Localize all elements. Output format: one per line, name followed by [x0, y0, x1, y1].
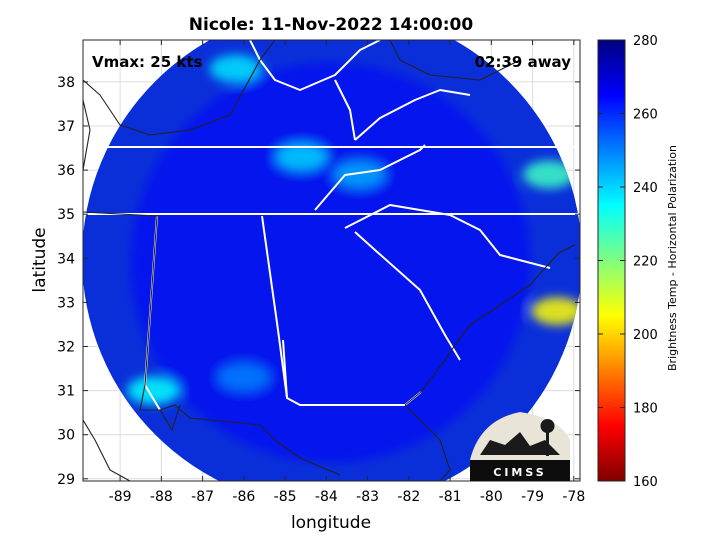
y-axis-ticks: 29 30 31 32 33 34 35 36 37 38 — [57, 75, 580, 488]
x-tick-label: -85 — [274, 489, 297, 505]
x-axis-label: longitude — [291, 513, 371, 533]
y-axis-label: latitude — [30, 227, 50, 292]
logo-text: CIMSS — [493, 466, 546, 479]
x-tick-label: -78 — [562, 489, 585, 505]
colorbar-tick-label: 240 — [633, 181, 658, 196]
tb-feature — [333, 160, 386, 189]
tb-feature — [127, 376, 180, 405]
cimss-logo: CIMSS — [470, 412, 570, 481]
colorbar-tick-label: 160 — [633, 475, 658, 490]
vmax-annotation: Vmax: 25 kts — [92, 53, 202, 71]
x-tick-label: -81 — [439, 489, 462, 505]
y-tick-label: 34 — [57, 251, 75, 267]
y-tick-label: 29 — [57, 472, 75, 488]
tb-feature — [275, 142, 328, 171]
y-tick-label: 33 — [57, 295, 75, 311]
colorbar-tick-label: 280 — [633, 34, 658, 49]
y-tick-label: 32 — [57, 339, 75, 355]
x-tick-label: -82 — [397, 489, 420, 505]
colorbar-tick-label: 180 — [633, 402, 658, 417]
x-axis-ticks: -89 -88 -87 -86 -85 -84 -83 -82 -81 -80 -79 -78 — [109, 40, 585, 505]
coastlines-and-borders — [83, 40, 580, 481]
y-tick-label: 36 — [57, 163, 75, 179]
time-away-annotation: 02:39 away — [475, 53, 572, 71]
y-tick-label: 30 — [57, 428, 75, 444]
colorbar-label: Brightness Temp - Horizontal Polarizatio… — [666, 145, 679, 371]
x-tick-label: -79 — [521, 489, 544, 505]
y-tick-label: 37 — [57, 119, 75, 135]
tb-feature — [217, 363, 270, 392]
tb-feature — [209, 54, 262, 83]
y-tick-label: 35 — [57, 207, 75, 223]
x-tick-label: -86 — [232, 489, 255, 505]
colorbar-tick-label: 200 — [633, 328, 658, 343]
x-tick-label: -89 — [109, 489, 132, 505]
y-tick-label: 31 — [57, 384, 75, 400]
colorbar-ticks: 160 180 200 220 240 260 280 — [598, 34, 658, 490]
x-tick-label: -84 — [315, 489, 338, 505]
colorbar-tick-label: 260 — [633, 108, 658, 123]
chart-title: Nicole: 11-Nov-2022 14:00:00 — [189, 15, 474, 35]
y-tick-label: 38 — [57, 75, 75, 91]
colorbar-tick-label: 220 — [633, 255, 658, 270]
swath-features — [127, 54, 580, 463]
plot-frame — [82, 39, 581, 482]
x-tick-label: -83 — [356, 489, 379, 505]
x-tick-label: -80 — [480, 489, 503, 505]
x-tick-label: -88 — [150, 489, 173, 505]
tb-feature — [531, 297, 580, 326]
tb-feature — [523, 160, 576, 189]
x-tick-label: -87 — [191, 489, 214, 505]
swath-core — [130, 62, 531, 463]
